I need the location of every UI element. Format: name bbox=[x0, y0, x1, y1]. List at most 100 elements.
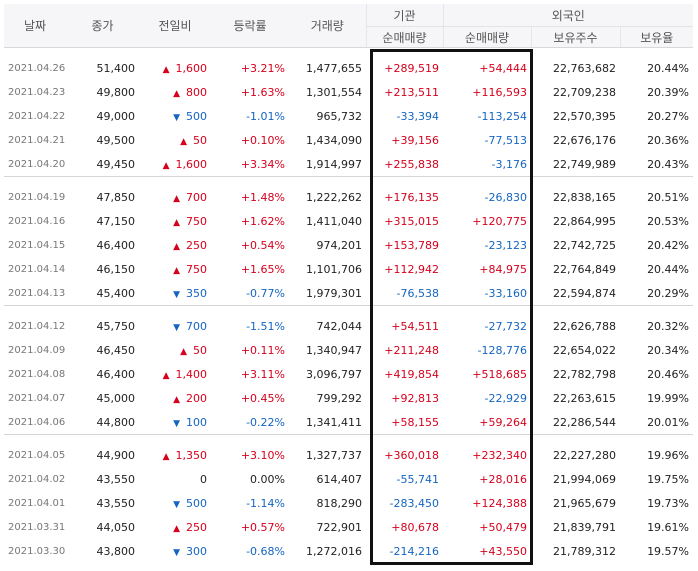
cell-change: ▲ 250 bbox=[139, 233, 211, 257]
cell-ratio: 19.96% bbox=[647, 448, 690, 462]
cell-foreign-net: -33,160 bbox=[484, 286, 527, 300]
cell-date: 2021.04.08 bbox=[8, 368, 66, 380]
cell-volume: 722,901 bbox=[316, 520, 363, 534]
cell-change: ▲ 1,400 bbox=[139, 362, 211, 386]
change-value: 50 bbox=[193, 133, 207, 147]
change-value: 100 bbox=[186, 415, 207, 429]
cell-holdings: 21,789,312 bbox=[553, 544, 616, 558]
cell-ratio: 20.01% bbox=[647, 415, 690, 429]
cell-close: 43,550 bbox=[96, 472, 136, 486]
cell-ratio: 20.34% bbox=[647, 343, 690, 357]
spacer-cell bbox=[620, 48, 693, 57]
spacer-cell bbox=[366, 434, 443, 443]
cell-close: 46,450 bbox=[96, 343, 136, 357]
change-value: 1,600 bbox=[175, 157, 208, 171]
up-arrow-icon: ▲ bbox=[173, 523, 180, 534]
col-header-volume: 거래량 bbox=[289, 4, 366, 48]
cell-rate: +1.62% bbox=[240, 214, 285, 228]
spacer-cell bbox=[211, 434, 289, 443]
cell-change: ▼ 300 bbox=[139, 539, 211, 563]
table-row: 2021.04.01 43,550 ▼ 500 -1.14% 818,290 -283,45… bbox=[4, 491, 693, 515]
cell-holdings: 21,965,679 bbox=[553, 496, 616, 510]
cell-ratio: 20.36% bbox=[647, 133, 690, 147]
spacer-cell bbox=[443, 434, 531, 443]
cell-foreign-net: -128,776 bbox=[477, 343, 527, 357]
cell-date: 2021.04.21 bbox=[8, 134, 66, 146]
up-arrow-icon: ▲ bbox=[162, 64, 170, 75]
cell-foreign-net: +116,593 bbox=[472, 85, 527, 99]
cell-close: 46,400 bbox=[96, 238, 136, 252]
cell-ratio: 20.51% bbox=[647, 190, 690, 204]
cell-rate: -1.14% bbox=[246, 496, 285, 510]
cell-ratio: 20.44% bbox=[647, 61, 690, 75]
table-row: 2021.04.20 49,450 ▲ 1,600 +3.34% 1,914,997 +25… bbox=[4, 152, 693, 177]
table-row: 2021.04.22 49,000 ▼ 500 -1.01% 965,732 -33,394… bbox=[4, 104, 693, 128]
change-value: 700 bbox=[186, 190, 207, 204]
cell-ratio: 20.39% bbox=[647, 85, 690, 99]
spacer-cell bbox=[4, 176, 66, 185]
cell-foreign-net: +59,264 bbox=[479, 415, 527, 429]
cell-inst-net: +255,838 bbox=[384, 157, 439, 171]
cell-rate: -1.51% bbox=[246, 319, 285, 333]
cell-inst-net: +289,519 bbox=[384, 61, 439, 75]
cell-foreign-net: -3,176 bbox=[491, 157, 527, 171]
cell-volume: 1,434,090 bbox=[306, 133, 362, 147]
cell-close: 47,150 bbox=[96, 214, 136, 228]
spacer-cell bbox=[4, 305, 66, 314]
cell-holdings: 22,709,238 bbox=[553, 85, 616, 99]
cell-close: 47,850 bbox=[96, 190, 136, 204]
up-arrow-icon: ▲ bbox=[173, 265, 180, 276]
cell-inst-net: +39,156 bbox=[391, 133, 439, 147]
cell-date: 2021.03.31 bbox=[8, 521, 66, 533]
cell-foreign-net: +50,479 bbox=[479, 520, 527, 534]
cell-foreign-net: -113,254 bbox=[477, 109, 527, 123]
spacer-cell bbox=[443, 48, 531, 57]
cell-foreign-net: +28,016 bbox=[479, 472, 527, 486]
cell-rate: -0.77% bbox=[246, 286, 285, 300]
cell-ratio: 19.57% bbox=[647, 544, 690, 558]
change-value: 500 bbox=[186, 109, 207, 123]
cell-ratio: 20.53% bbox=[647, 214, 690, 228]
group-spacer bbox=[4, 305, 694, 314]
spacer-cell bbox=[531, 176, 620, 185]
cell-volume: 1,340,947 bbox=[306, 343, 362, 357]
spacer-cell bbox=[289, 305, 366, 314]
cell-close: 46,400 bbox=[96, 367, 136, 381]
cell-volume: 1,477,655 bbox=[306, 61, 362, 75]
cell-ratio: 19.73% bbox=[647, 496, 690, 510]
cell-inst-net: -214,216 bbox=[389, 544, 439, 558]
table-row: 2021.04.14 46,150 ▲ 750 +1.65% 1,101,706 +112,… bbox=[4, 257, 693, 281]
change-value: 800 bbox=[186, 85, 207, 99]
cell-date: 2021.04.13 bbox=[8, 287, 66, 299]
cell-change: ▼ 500 bbox=[139, 491, 211, 515]
table-row: 2021.03.31 44,050 ▲ 250 +0.57% 722,901 +80,678… bbox=[4, 515, 693, 539]
cell-date: 2021.03.30 bbox=[8, 545, 66, 557]
cell-close: 45,750 bbox=[96, 319, 136, 333]
cell-change: 0 bbox=[139, 467, 211, 491]
up-arrow-icon: ▲ bbox=[180, 346, 187, 357]
cell-inst-net: -76,538 bbox=[396, 286, 439, 300]
cell-inst-net: +213,511 bbox=[384, 85, 439, 99]
down-arrow-icon: ▼ bbox=[173, 418, 180, 429]
cell-holdings: 22,626,788 bbox=[553, 319, 616, 333]
table-row: 2021.04.09 46,450 ▲ 50 +0.11% 1,340,947 +211,2… bbox=[4, 338, 693, 362]
up-arrow-icon: ▲ bbox=[173, 241, 180, 252]
cell-rate: +3.11% bbox=[240, 367, 285, 381]
cell-change: ▼ 100 bbox=[139, 410, 211, 435]
cell-volume: 1,222,262 bbox=[306, 190, 362, 204]
cell-change: ▲ 1,600 bbox=[139, 56, 211, 80]
cell-date: 2021.04.20 bbox=[8, 158, 66, 170]
cell-rate: +0.45% bbox=[240, 391, 285, 405]
cell-close: 44,900 bbox=[96, 448, 136, 462]
table-row: 2021.04.26 51,400 ▲ 1,600 +3.21% 1,477,655 +28… bbox=[4, 56, 693, 80]
cell-ratio: 20.44% bbox=[647, 262, 690, 276]
spacer-cell bbox=[4, 48, 66, 57]
change-value: 250 bbox=[186, 520, 207, 534]
cell-date: 2021.04.07 bbox=[8, 392, 66, 404]
cell-volume: 1,341,411 bbox=[306, 415, 362, 429]
spacer-cell bbox=[620, 305, 694, 314]
cell-rate: +3.10% bbox=[240, 448, 285, 462]
cell-date: 2021.04.01 bbox=[8, 497, 66, 509]
change-value: 500 bbox=[186, 496, 207, 510]
